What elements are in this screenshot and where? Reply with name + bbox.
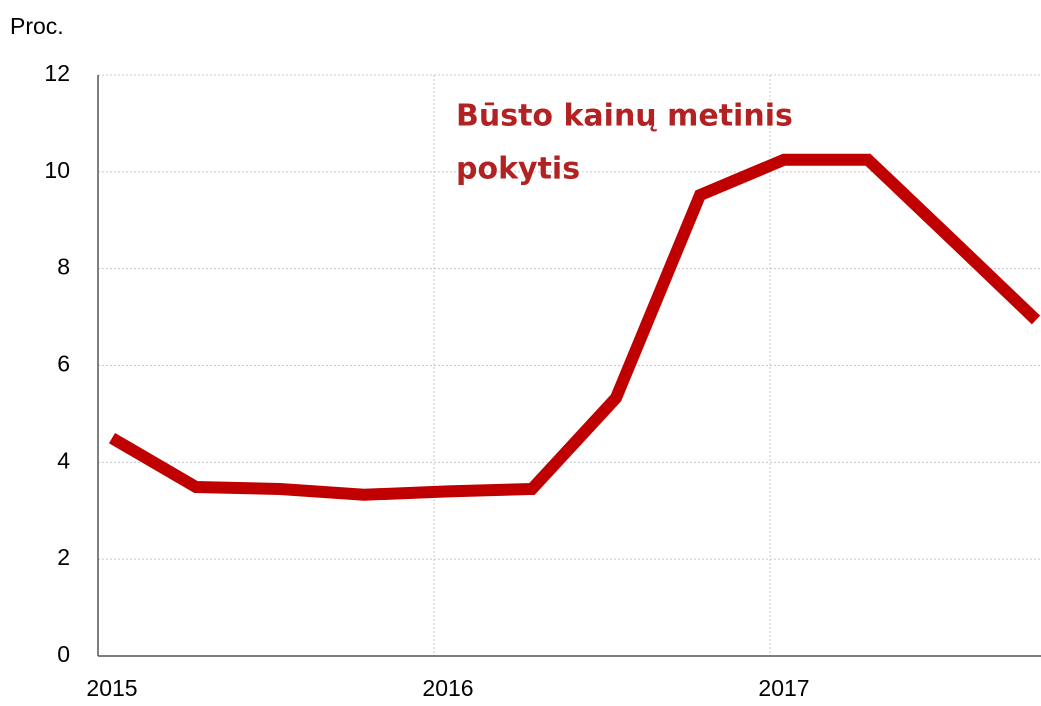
y-tick-label: 12 xyxy=(44,60,70,86)
y-tick-label: 2 xyxy=(57,544,70,570)
data-line xyxy=(108,153,1041,501)
y-tick-label: 10 xyxy=(44,157,70,183)
y-tick-label: 4 xyxy=(57,447,70,473)
y-tick-label: 8 xyxy=(57,254,70,280)
annotation: Būsto kainų metinis xyxy=(456,99,793,134)
x-tick-label: 2016 xyxy=(422,675,473,701)
x-tick-label: 2015 xyxy=(86,675,137,701)
y-axis-label: Proc. xyxy=(10,13,64,39)
annotation: pokytis xyxy=(456,152,580,187)
y-tick-label: 0 xyxy=(57,641,70,667)
y-tick-label: 6 xyxy=(57,351,70,377)
x-tick-label: 2017 xyxy=(758,675,809,701)
